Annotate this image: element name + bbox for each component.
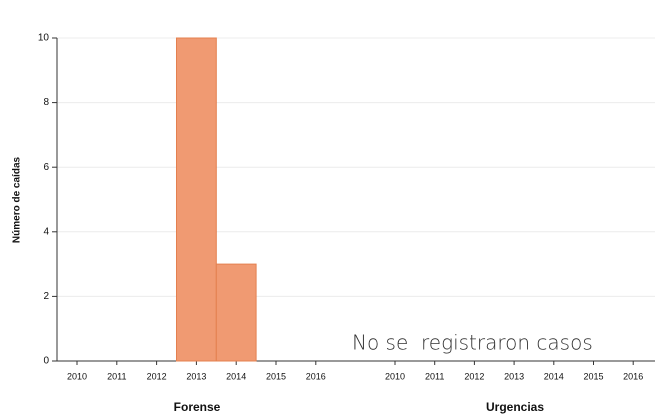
panel-title: Urgencias bbox=[486, 400, 544, 414]
x-tick-label: 2010 bbox=[67, 371, 87, 381]
bar bbox=[176, 37, 217, 362]
y-tick-label: 4 bbox=[43, 226, 49, 237]
y-tick-label: 10 bbox=[38, 33, 50, 44]
x-tick-label: 2016 bbox=[306, 371, 326, 381]
x-tick-label: 2010 bbox=[385, 371, 405, 381]
x-tick-label: 2015 bbox=[583, 371, 603, 381]
x-tick-label: 2014 bbox=[544, 371, 564, 381]
x-tick-label: 2015 bbox=[266, 371, 286, 381]
x-tick-label: 2012 bbox=[464, 371, 484, 381]
y-tick-label: 2 bbox=[43, 291, 49, 302]
panel-title: Forense bbox=[174, 400, 221, 414]
x-tick-label: 2016 bbox=[623, 371, 643, 381]
x-tick-label: 2013 bbox=[186, 371, 206, 381]
y-tick-label: 6 bbox=[43, 162, 49, 173]
x-tick-label: 2013 bbox=[504, 371, 524, 381]
y-tick-label: 0 bbox=[43, 356, 49, 367]
annotation: No se registraron casos bbox=[352, 331, 593, 355]
y-axis-label: Número de caídas bbox=[12, 156, 23, 243]
x-tick-label: 2011 bbox=[425, 371, 444, 381]
x-tick-label: 2012 bbox=[147, 371, 167, 381]
x-tick-label: 2014 bbox=[226, 371, 246, 381]
y-tick-label: 8 bbox=[43, 97, 49, 108]
bar bbox=[215, 263, 257, 362]
x-tick-label: 2011 bbox=[107, 371, 126, 381]
